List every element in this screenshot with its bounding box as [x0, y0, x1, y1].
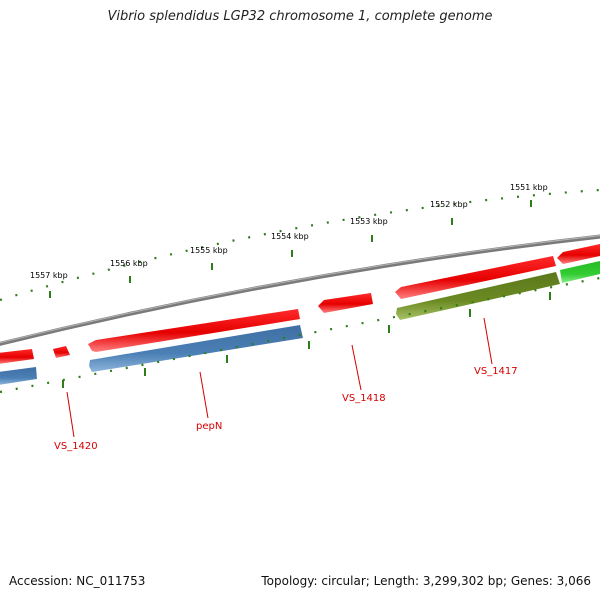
- reverse-strand-genes: [0, 261, 600, 385]
- scale-label-1552: 1552 kbp: [430, 200, 468, 209]
- chromosome-backbone: [0, 234, 600, 346]
- leader-line-pepN: [199, 371, 209, 419]
- scale-label-1554: 1554 kbp: [271, 232, 309, 241]
- outer-scale-ring: [0, 188, 600, 302]
- gene-arrow-pepN: [89, 325, 303, 372]
- gene-arrow-reverse-blue: [0, 367, 37, 385]
- diagram-title: Vibrio splendidus LGP32 chromosome 1, co…: [107, 9, 493, 24]
- gene-label-VS_1418: VS_1418: [342, 393, 386, 404]
- scale-label-1555: 1555 kbp: [190, 246, 228, 255]
- leader-line-VS_1417: [483, 317, 493, 365]
- chromosome-backbone-highlight: [0, 235, 600, 344]
- scale-label-1553: 1553 kbp: [350, 217, 388, 226]
- gene-label-pepN: pepN: [196, 421, 222, 432]
- accession-text: Accession: NC_011753: [9, 574, 146, 588]
- gene-arrow-forward-edge: [557, 244, 600, 264]
- scale-label-1556: 1556 kbp: [110, 259, 148, 268]
- leader-line-VS_1418: [351, 344, 362, 391]
- gene-arrow-forward-pepN-region: [88, 309, 300, 352]
- scale-label-1557: 1557 kbp: [30, 271, 68, 280]
- gene-label-VS_1420: VS_1420: [54, 441, 98, 452]
- gene-arrow-forward: [0, 349, 34, 364]
- leader-line-VS_1420: [66, 391, 75, 438]
- gene-label-VS_1417: VS_1417: [474, 366, 518, 377]
- gene-arrow-VS_1417-forward: [395, 256, 556, 299]
- gene-arrow-forward: [53, 346, 70, 358]
- gene-arrow-VS_1418: [318, 293, 373, 313]
- inner-scale-ring: [0, 276, 600, 394]
- gene-arrow-reverse-green: [560, 261, 600, 283]
- genome-summary-text: Topology: circular; Length: 3,299,302 bp…: [261, 574, 591, 588]
- scale-label-1551: 1551 kbp: [510, 183, 548, 192]
- forward-strand-genes: [0, 244, 600, 364]
- gene-arrow-VS_1417: [396, 272, 560, 320]
